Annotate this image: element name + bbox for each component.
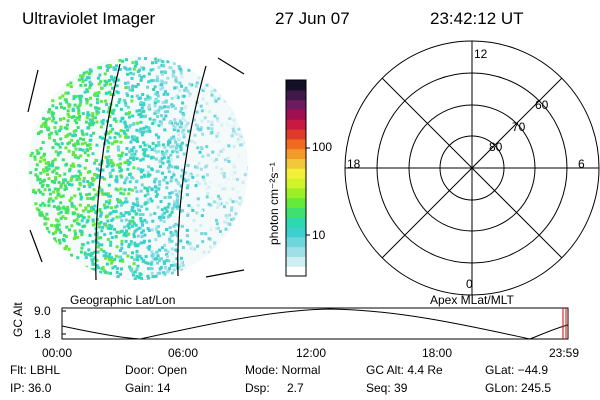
colorbar-segment [286,266,306,277]
colorbar-segment [286,158,306,169]
colorbar-segment [286,187,306,199]
ip-info: IP: 36.0 [10,381,52,395]
colorbar-segment [286,178,306,189]
apex-title: Apex MLat/MLT [430,293,514,307]
timeline-ytick-low: 1.8 [34,327,51,341]
altitude-curve [61,308,569,340]
colorbar-segment [286,89,306,101]
colorbar-segment [286,207,306,218]
colorbar-segment [286,168,306,179]
longitude-line [177,65,207,277]
outer-tick-mark [205,269,245,278]
gain-info: Gain: 14 [125,381,171,395]
outer-tick-mark [217,57,245,75]
glon-info: GLon: 245.5 [485,381,552,395]
timeline-xtick-1200: 12:00 [296,346,327,360]
colorbar-segment [286,109,306,120]
colorbar-segment [286,129,306,140]
colorbar-tick-10: 10 [312,228,326,242]
mlt-label-6: 6 [578,157,585,171]
mlat-label-60: 60 [535,98,549,112]
time-label: 23:42:12 UT [430,9,524,28]
mode-info: Mode: Normal [245,363,321,377]
date-label: 27 Jun 07 [275,9,350,28]
door-info: Door: Open [125,363,188,377]
outer-tick-mark [27,69,39,113]
instrument-title: Ultraviolet Imager [22,9,156,28]
colorbar-segment [286,217,306,228]
colorbar-segment [286,148,306,159]
timeline-xtick-0600: 06:00 [168,346,199,360]
colorbar-segment [286,236,306,248]
longitude-line [95,63,121,281]
colorbar-segment [286,99,306,110]
colorbar-segment [286,138,306,150]
polar-diagonal [381,77,563,259]
mlt-label-18: 18 [347,157,361,171]
timeline-xtick-2359: 23:59 [549,346,580,360]
outer-tick-mark [29,229,43,263]
timeline-ytick-high: 9.0 [34,304,51,318]
dsp-value: 2.7 [287,381,304,395]
colorbar-segment [286,119,306,130]
mlat-label-80: 80 [489,140,503,154]
glat-info: GLat: −44.9 [485,363,549,377]
timeline-xtick-1800: 18:00 [422,346,453,360]
filter-info: Flt: LBHL [10,363,61,377]
colorbar-segment [286,256,306,267]
dsp-label: Dsp: [245,381,270,395]
gc-alt-info: GC Alt: 4.4 Re [366,363,443,377]
timeline-ylabel: GC Alt [11,302,25,337]
colorbar-segment [286,246,306,257]
colorbar-segment [286,197,306,208]
timeline-xtick-0000: 00:00 [42,346,73,360]
mlt-label-12: 12 [474,47,488,61]
geographic-title: Geographic Lat/Lon [70,293,176,307]
mlat-label-70: 70 [512,120,526,134]
colorbar-segment [286,227,306,238]
colorbar-segment [286,80,306,91]
mlt-label-0: 0 [466,277,473,291]
seq-info: Seq: 39 [366,381,408,395]
colorbar-tick-100: 100 [312,140,333,154]
